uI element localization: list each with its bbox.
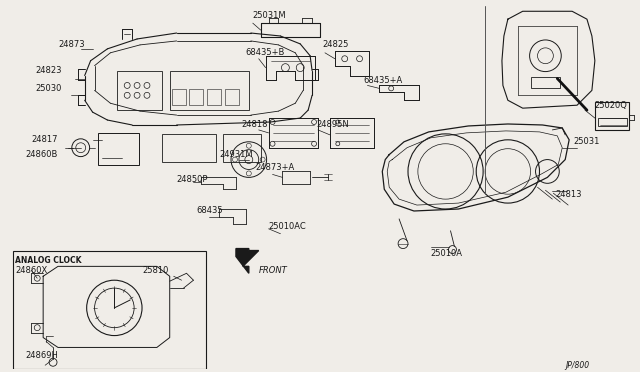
Text: 25010AC: 25010AC (269, 222, 307, 231)
Text: 68435: 68435 (196, 206, 223, 215)
Text: JP/800: JP/800 (565, 361, 589, 370)
Text: 24818: 24818 (241, 121, 268, 129)
Text: 25020Q: 25020Q (595, 101, 628, 110)
Bar (117, 71, 162, 110)
Bar (225, 89, 239, 105)
Bar (531, 77, 560, 89)
Text: 24860X: 24860X (15, 266, 48, 275)
Text: 24895N: 24895N (316, 121, 349, 129)
Text: 24823: 24823 (35, 66, 61, 75)
Bar (162, 134, 216, 161)
Bar (223, 134, 260, 161)
Text: 24931M: 24931M (219, 150, 253, 159)
Text: 68435+A: 68435+A (364, 76, 403, 85)
Text: 25810: 25810 (142, 266, 168, 275)
Text: 25031M: 25031M (253, 11, 286, 20)
Text: 68435+B: 68435+B (246, 48, 285, 57)
Text: 24817: 24817 (31, 135, 58, 144)
Text: 24873: 24873 (58, 41, 84, 49)
Bar (598, 118, 627, 126)
Text: 25010A: 25010A (431, 249, 463, 258)
Text: ANALOG CLOCK: ANALOG CLOCK (15, 256, 82, 265)
Bar (207, 89, 221, 105)
Text: 25031: 25031 (573, 137, 600, 146)
Text: 24860B: 24860B (26, 150, 58, 159)
Bar (595, 102, 630, 130)
Text: 24850P: 24850P (177, 175, 208, 184)
Text: 24873+A: 24873+A (256, 163, 295, 172)
Text: 24825: 24825 (322, 41, 348, 49)
Bar (97, 133, 139, 164)
Text: 25030: 25030 (35, 84, 61, 93)
Text: 24869H: 24869H (26, 351, 58, 360)
Bar (172, 89, 186, 105)
Text: FRONT: FRONT (259, 266, 287, 275)
Bar (189, 89, 204, 105)
Bar (13, 251, 206, 369)
Polygon shape (236, 248, 259, 273)
Bar (170, 71, 249, 110)
Text: 24813: 24813 (556, 190, 582, 199)
